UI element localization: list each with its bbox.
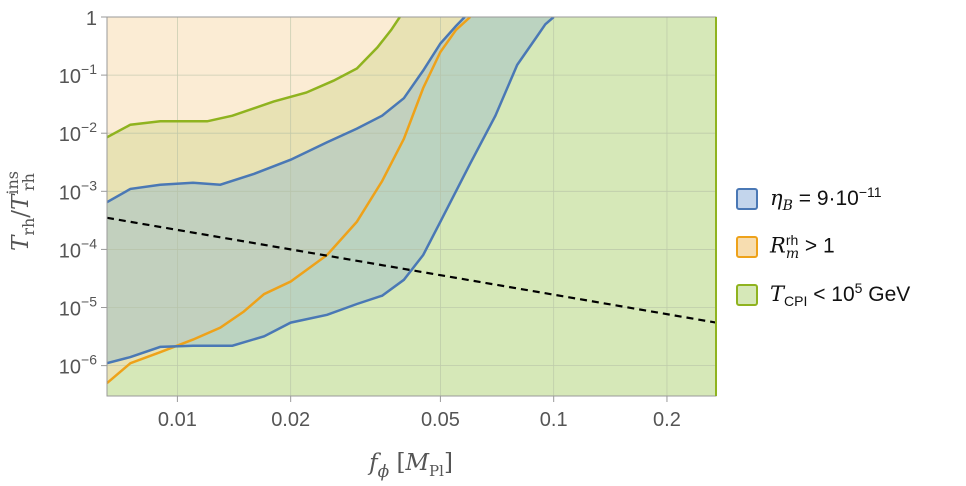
x-tick-label: 0.2 [653,409,681,431]
y-tick-label: 10−4 [59,235,97,262]
legend-swatch-tcpi [736,284,758,306]
legend-item-eta: ηB = 9·10−11 [736,175,910,223]
y-tick-label: 10−3 [59,177,97,204]
legend-label-tcpi: TCPI < 105 GeV [770,280,911,310]
legend-label-eta: ηB = 9·10−11 [770,183,882,215]
curve-tcpi [107,17,401,139]
y-tick-label: 10−1 [59,61,97,88]
x-tick-label: 0.1 [540,409,568,431]
x-tick-label: 0.05 [421,409,460,431]
y-tick-label: 10−5 [59,294,97,321]
axis-ticks: 0.01 0.02 0.05 0.1 0.2 1 10−1 10−2 10−3 10−4 10−5 1… [59,8,681,431]
reference-line [107,216,716,324]
plot-area [106,16,717,397]
curve-eta-upper [107,17,466,204]
gridlines [107,17,716,396]
x-tick-label: 0.01 [158,409,197,431]
plot-regions [107,17,716,396]
y-tick-label: 10−2 [59,119,97,146]
y-axis-title: Trh/Tinsrh [3,171,38,251]
legend-item-tcpi: TCPI < 105 GeV [736,271,910,319]
y-tick-label: 1 [86,8,97,30]
y-tick-label: 10−6 [59,352,97,379]
x-tick-label: 0.02 [271,409,310,431]
legend-swatch-rm [736,236,758,258]
legend-swatch-eta [736,188,758,210]
x-axis-title: fϕ [MPl] [367,450,453,482]
region-eta [107,17,554,364]
curve-eta-lower [107,17,555,365]
